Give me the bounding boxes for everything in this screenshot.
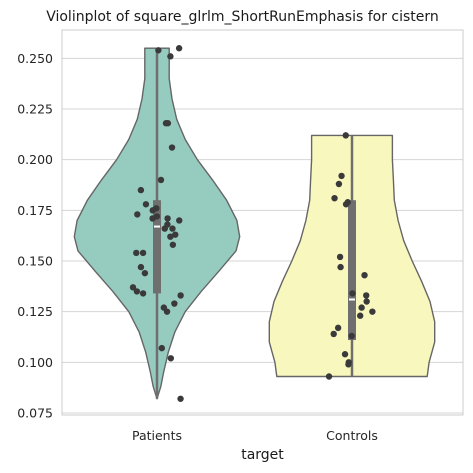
data-point bbox=[175, 45, 183, 52]
data-point bbox=[358, 304, 365, 311]
data-point bbox=[338, 172, 345, 180]
plot-frame bbox=[61, 29, 464, 416]
y-tick-label: 0.075 bbox=[17, 405, 53, 420]
box-layer bbox=[153, 48, 356, 399]
data-point bbox=[341, 351, 349, 358]
data-point bbox=[363, 292, 370, 299]
y-tick-label: 0.250 bbox=[17, 51, 53, 66]
data-point bbox=[363, 298, 370, 305]
data-point bbox=[139, 290, 147, 297]
data-point bbox=[176, 217, 183, 224]
data-point bbox=[158, 344, 166, 352]
data-point bbox=[356, 312, 364, 319]
data-point bbox=[337, 263, 344, 271]
data-point bbox=[161, 225, 168, 232]
data-point bbox=[177, 292, 184, 299]
iqr-box-controls bbox=[348, 200, 356, 341]
data-point bbox=[141, 269, 149, 277]
x-tick-labels: Patients Controls bbox=[132, 428, 378, 443]
data-point bbox=[157, 176, 165, 184]
data-point bbox=[171, 300, 178, 307]
x-tick-label: Patients bbox=[132, 428, 182, 443]
data-point bbox=[177, 395, 184, 402]
data-point bbox=[133, 288, 141, 295]
violin-layer bbox=[73, 47, 436, 400]
x-axis-label: target bbox=[241, 447, 284, 463]
data-point bbox=[342, 132, 349, 139]
data-point bbox=[133, 249, 140, 257]
data-point bbox=[361, 271, 368, 279]
data-point bbox=[142, 201, 150, 208]
point-layer bbox=[129, 45, 376, 402]
y-tick-label: 0.150 bbox=[17, 254, 53, 269]
data-point bbox=[335, 180, 343, 188]
data-point bbox=[345, 361, 352, 368]
data-point bbox=[369, 308, 376, 315]
data-point bbox=[348, 332, 355, 340]
data-point bbox=[129, 284, 137, 291]
chart-title: Violinplot of square_glrlm_ShortRunEmpha… bbox=[46, 9, 439, 25]
x-tick-label: Controls bbox=[326, 428, 378, 443]
y-tick-label: 0.200 bbox=[17, 152, 53, 167]
data-point bbox=[331, 194, 338, 202]
data-point bbox=[163, 308, 171, 315]
data-point bbox=[168, 144, 176, 151]
data-point bbox=[167, 355, 175, 362]
data-point bbox=[137, 186, 145, 194]
data-point bbox=[336, 253, 344, 261]
y-tick-label: 0.175 bbox=[17, 203, 53, 218]
iqr-box-patients bbox=[153, 200, 161, 294]
data-point bbox=[349, 290, 356, 297]
data-point bbox=[137, 263, 145, 271]
y-tick-label: 0.100 bbox=[17, 355, 53, 370]
data-point bbox=[330, 330, 337, 338]
data-point bbox=[164, 120, 172, 127]
data-point bbox=[149, 215, 156, 222]
data-point bbox=[167, 233, 174, 240]
data-point bbox=[134, 211, 141, 218]
y-tick-label: 0.125 bbox=[17, 304, 53, 319]
data-point bbox=[139, 249, 147, 257]
data-point bbox=[334, 324, 342, 332]
data-point bbox=[169, 241, 177, 248]
data-point bbox=[172, 231, 179, 238]
data-point bbox=[342, 201, 350, 208]
y-tick-labels: 0.075 0.100 0.125 0.150 0.175 0.200 0.225 0.250 bbox=[17, 51, 53, 421]
data-point bbox=[164, 215, 171, 222]
data-point bbox=[325, 373, 333, 380]
data-point bbox=[155, 47, 162, 54]
data-point bbox=[167, 53, 174, 60]
y-tick-label: 0.225 bbox=[17, 102, 53, 117]
data-point bbox=[169, 225, 176, 232]
data-point bbox=[149, 207, 156, 214]
